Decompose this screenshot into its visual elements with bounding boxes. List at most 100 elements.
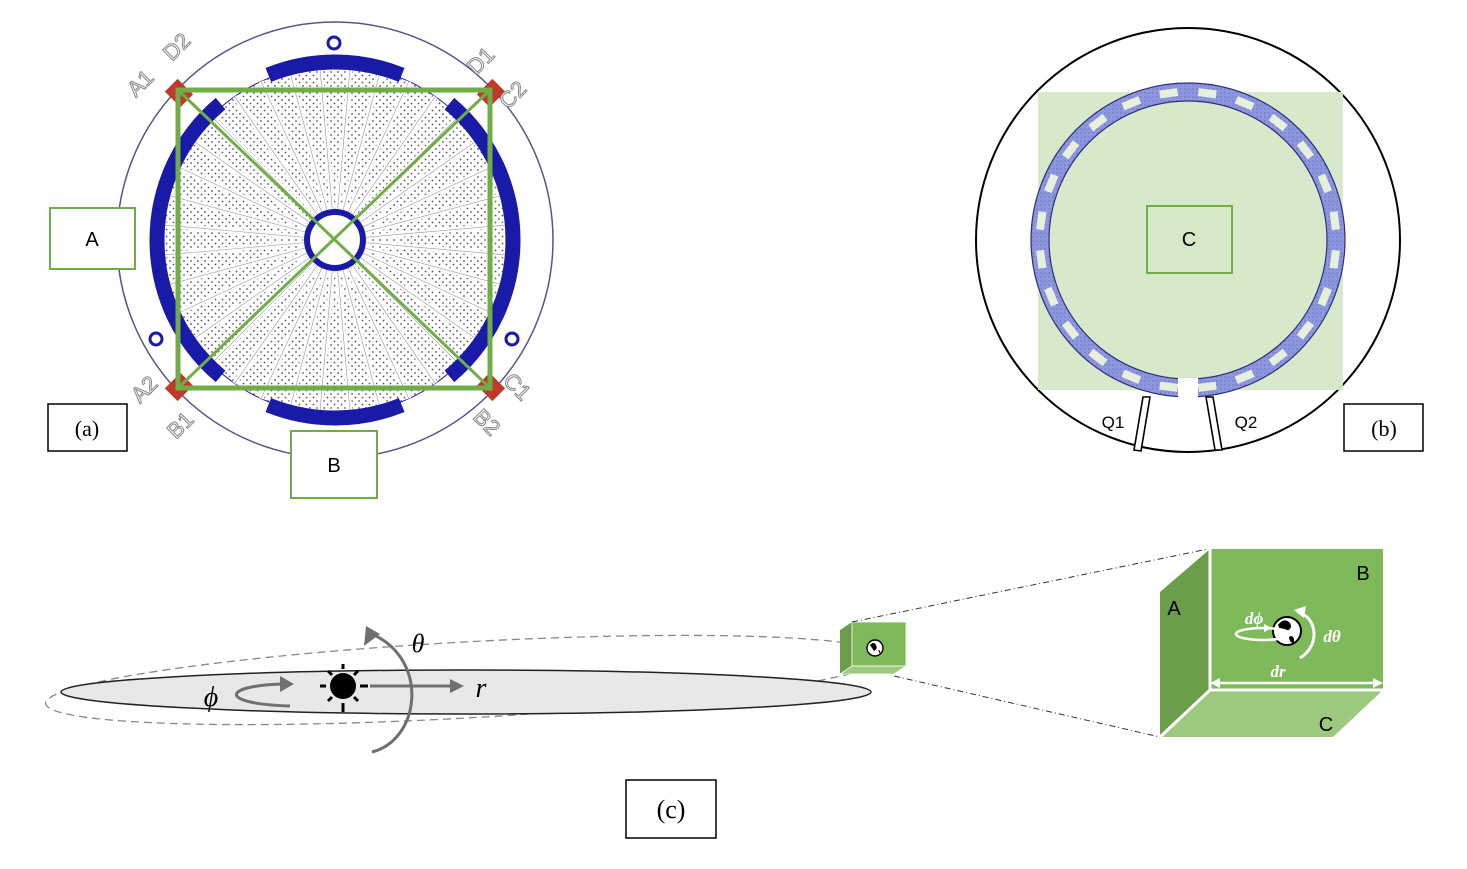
spoke: [363, 247, 508, 287]
label-a2: A2: [126, 371, 163, 408]
ring-gaps: [1036, 88, 1340, 392]
blue-electrode-arc: [489, 161, 521, 319]
blue-electrode-arc: [149, 161, 181, 319]
dphi-label: dϕ: [1245, 609, 1264, 628]
label-a1: A1: [122, 65, 159, 102]
spoke: [259, 78, 323, 213]
ring-gap: [1234, 96, 1255, 111]
ring-gap: [1044, 286, 1059, 307]
dr-arrowhead-right: [1373, 678, 1383, 688]
ring-gap: [1317, 173, 1332, 194]
spoke: [319, 65, 333, 211]
ring-gap: [1197, 381, 1217, 392]
theta-arrowhead: [364, 626, 380, 646]
ring-bottom-gap: [1178, 378, 1198, 402]
ring-gap: [1329, 249, 1340, 269]
phi-label: ϕ: [204, 682, 219, 713]
theta-arc: [371, 632, 414, 754]
spoke: [232, 94, 319, 216]
lead-q2: [1205, 396, 1223, 451]
spoke: [189, 256, 311, 343]
ring-gap: [1197, 88, 1217, 99]
blue-electrode-arc: [265, 398, 405, 426]
spoke: [347, 78, 411, 213]
ring-gap: [1296, 320, 1315, 340]
spoke: [259, 267, 323, 402]
sun-icon: [320, 664, 368, 712]
label-d2: D2: [158, 28, 196, 66]
spoke: [362, 164, 497, 228]
label-b1: B1: [162, 407, 199, 444]
spoke: [173, 252, 308, 316]
ring-gap: [1268, 348, 1288, 367]
ring-gap: [1121, 96, 1142, 111]
panel-c-orbit-diagram: θ ϕ r: [44, 548, 1383, 839]
ring-gap: [1061, 320, 1080, 340]
ring-gap: [1088, 113, 1108, 132]
label-q2: Q2: [1235, 413, 1258, 432]
dtheta-label: dθ: [1323, 627, 1341, 646]
panel-b-ring-diagram: Q1 Q2 C (b): [975, 27, 1424, 453]
panel-a-electrode-diagram: D2 A1 D1 C2 A2 B1 C1 B2 A B (a): [47, 21, 554, 499]
spoke: [351, 94, 438, 216]
phi-arrowhead: [280, 676, 294, 692]
spoke: [173, 164, 308, 228]
ring-gap: [1036, 249, 1047, 269]
cube-label-a: A: [1167, 598, 1181, 620]
spoke: [359, 137, 481, 224]
dr-arrowhead-left: [1210, 678, 1220, 688]
caption-box-a: [47, 403, 128, 452]
spoke: [347, 267, 411, 402]
caption-a: (a): [75, 416, 99, 441]
blue-electrodes: [149, 54, 521, 426]
spoke: [351, 264, 438, 386]
ring-gap: [1317, 286, 1332, 307]
green-square-overlay: [175, 87, 493, 391]
dphi-loop: [1234, 626, 1292, 642]
cube-label-b: B: [1356, 563, 1369, 585]
green-diagonal-2: [176, 88, 492, 390]
spoke: [162, 193, 307, 233]
ring-gap: [1296, 140, 1315, 160]
phi-arc: [235, 682, 291, 708]
projection-line-bottom: [893, 675, 1161, 738]
spoke: [162, 247, 307, 287]
label-b2: B2: [468, 404, 505, 441]
dtheta-arrowhead: [1294, 606, 1306, 618]
cube-bottom-face-c: [1160, 690, 1383, 737]
spoke: [337, 65, 351, 211]
box-c: [1146, 205, 1233, 274]
projection-line-top: [851, 548, 1209, 623]
caption-box-b: [1343, 403, 1424, 452]
caption-b: (b): [1371, 416, 1397, 441]
ring-gap: [1088, 348, 1108, 367]
ring-gap: [1159, 88, 1179, 99]
ring-gap: [1159, 381, 1179, 392]
cube-side-face-a: [1160, 549, 1210, 737]
large-volume-element: [1158, 549, 1383, 739]
spoke: [319, 269, 333, 415]
blue-electrode-arc: [265, 54, 405, 82]
ring-gap: [1061, 140, 1080, 160]
blue-electrode-arc: [444, 303, 507, 383]
ring-gap: [1268, 113, 1288, 132]
box-b-label: B: [327, 455, 340, 477]
spoke: [363, 193, 508, 233]
screw-hole-top: [326, 35, 342, 51]
cube-label-c: C: [1319, 714, 1333, 736]
spoke: [160, 224, 306, 238]
label-q1: Q1: [1102, 413, 1125, 432]
lead-q1: [1133, 396, 1151, 452]
ring-gap: [1329, 211, 1340, 231]
spoke: [359, 256, 481, 343]
ring-gap: [1234, 369, 1255, 384]
r-label: r: [476, 673, 487, 704]
caption-box-c: [625, 779, 717, 839]
dphi-arrowhead: [1264, 624, 1272, 632]
box-a: [49, 207, 136, 270]
screw-hole-left: [148, 331, 164, 347]
ecliptic-plane: [60, 669, 872, 715]
spoke: [232, 264, 319, 386]
spoke: [189, 137, 311, 224]
